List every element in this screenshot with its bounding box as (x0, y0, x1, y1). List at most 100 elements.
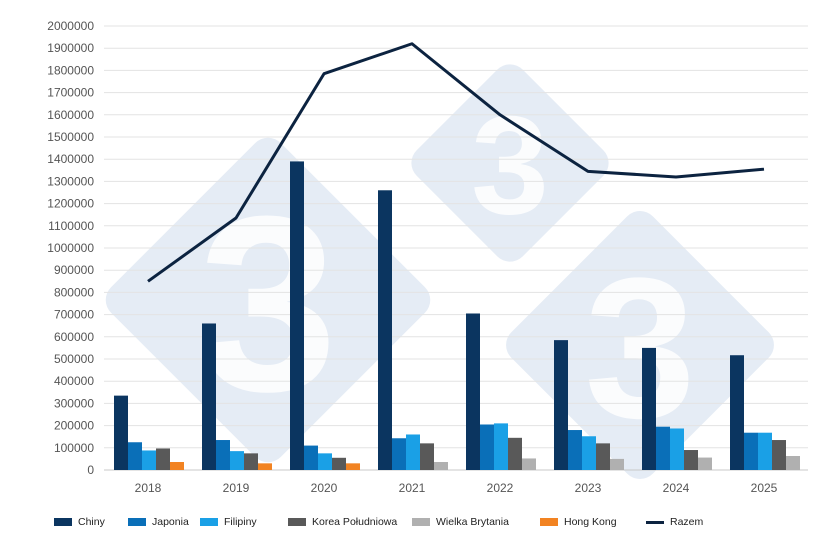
y-tick-label: 1100000 (48, 219, 94, 233)
watermark-diamond: 3 (506, 211, 774, 479)
x-tick-label: 2025 (751, 481, 778, 495)
bar-korea-południowa-2019 (244, 453, 258, 470)
legend-swatch (128, 518, 146, 526)
y-tick-label: 1300000 (47, 174, 94, 188)
y-tick-label: 1200000 (47, 197, 94, 211)
x-tick-label: 2022 (487, 481, 514, 495)
y-tick-label: 400000 (54, 374, 94, 388)
legend-item-razem: Razem (646, 512, 703, 532)
bar-filipiny-2025 (758, 432, 772, 470)
legend-item-korea-południowa: Korea Południowa (288, 512, 397, 532)
y-tick-label: 900000 (54, 263, 94, 277)
line-razem (147, 42, 765, 283)
bar-wielka-brytania-2022 (522, 458, 536, 470)
bar-japonia-2021 (392, 438, 406, 470)
bar-wielka-brytania-2024 (698, 457, 712, 470)
x-tick-label: 2019 (223, 481, 250, 495)
x-tick-label: 2021 (399, 481, 426, 495)
bar-korea-południowa-2025 (772, 440, 786, 470)
bar-chiny-2022 (466, 313, 480, 470)
bar-chiny-2023 (554, 340, 568, 470)
bar-hong-kong-2018 (170, 462, 184, 470)
bar-chiny-2018 (114, 395, 128, 470)
bar-japonia-2023 (568, 430, 582, 470)
bar-wielka-brytania-2025 (786, 456, 800, 470)
bar-filipiny-2022 (494, 423, 508, 470)
bar-korea-południowa-2024 (684, 450, 698, 470)
bar-korea-południowa-2020 (332, 457, 346, 470)
legend-label: Filipiny (224, 516, 257, 528)
bar-chiny-2021 (378, 190, 392, 470)
x-tick-label: 2020 (311, 481, 338, 495)
legend: Chiny Japonia Filipiny Korea Południowa Wiel… (54, 512, 794, 532)
y-tick-label: 1600000 (47, 108, 94, 122)
watermark-diamond: 3 (411, 64, 609, 262)
watermark-logo: 3 33 (105, 64, 774, 479)
gridlines (104, 25, 808, 471)
y-tick-label: 600000 (54, 330, 94, 344)
bar-hong-kong-2019 (258, 463, 272, 470)
legend-item-chiny: Chiny (54, 512, 105, 532)
bar-korea-południowa-2018 (156, 448, 170, 470)
legend-item-japonia: Japonia (128, 512, 189, 532)
legend-label: Wielka Brytania (436, 516, 509, 528)
bar-filipiny-2020 (318, 453, 332, 470)
y-tick-label: 1700000 (47, 86, 94, 100)
y-tick-label: 200000 (54, 419, 94, 433)
legend-item-filipiny: Filipiny (200, 512, 257, 532)
bar-filipiny-2024 (670, 428, 684, 470)
bar-wielka-brytania-2023 (610, 458, 624, 470)
bars (114, 161, 800, 471)
x-axis-ticks: 2018 2019 2020 2021 2022 2023 2024 2025 (135, 481, 778, 495)
y-tick-label: 1000000 (47, 241, 94, 255)
bar-hong-kong-2020 (346, 463, 360, 470)
bar-japonia-2025 (744, 432, 758, 470)
legend-label: Korea Południowa (312, 516, 398, 528)
legend-swatch (54, 518, 72, 526)
bar-filipiny-2019 (230, 451, 244, 470)
legend-label: Japonia (152, 516, 189, 528)
bar-chiny-2025 (730, 355, 744, 470)
watermark-glyph: 3 (584, 237, 695, 460)
y-tick-label: 1400000 (47, 152, 94, 166)
legend-swatch (412, 518, 430, 526)
y-tick-label: 100000 (54, 441, 94, 455)
legend-item-wielka-brytania: Wielka Brytania (412, 512, 509, 532)
y-tick-label: 700000 (54, 308, 94, 322)
watermark-glyph: 3 (471, 86, 549, 243)
bar-chiny-2020 (290, 161, 304, 471)
bar-filipiny-2021 (406, 434, 420, 470)
bar-korea-południowa-2023 (596, 443, 610, 470)
bar-wielka-brytania-2021 (434, 462, 448, 470)
legend-label: Razem (670, 516, 704, 528)
legend-swatch (540, 518, 558, 526)
y-tick-label: 500000 (54, 352, 94, 366)
legend-item-hong-kong: Hong Kong (540, 512, 617, 532)
bar-japonia-2018 (128, 442, 142, 470)
y-tick-label: 0 (87, 463, 94, 477)
y-tick-label: 1900000 (47, 41, 94, 55)
bar-chiny-2024 (642, 347, 656, 470)
legend-label: Hong Kong (564, 516, 617, 528)
y-tick-label: 300000 (54, 396, 94, 410)
y-tick-label: 2000000 (47, 19, 94, 33)
legend-swatch (646, 520, 664, 524)
bar-korea-południowa-2022 (508, 437, 522, 470)
legend-swatch (288, 518, 306, 526)
y-tick-label: 1800000 (47, 63, 94, 77)
legend-swatch (200, 518, 218, 526)
watermark-diamond-shape (506, 211, 774, 479)
bar-japonia-2019 (216, 440, 230, 470)
legend-label: Chiny (78, 516, 105, 528)
bar-filipiny-2023 (582, 436, 596, 470)
watermark-glyph: 3 (198, 164, 337, 443)
bar-japonia-2024 (656, 426, 670, 470)
y-tick-label: 800000 (54, 285, 94, 299)
y-tick-label: 1500000 (47, 130, 94, 144)
x-tick-label: 2023 (575, 481, 602, 495)
bar-japonia-2020 (304, 445, 318, 470)
total-line (147, 42, 765, 283)
y-axis-ticks: 0 100000 200000 300000 400000 500000 600000 700… (47, 19, 94, 477)
x-tick-label: 2018 (135, 481, 162, 495)
